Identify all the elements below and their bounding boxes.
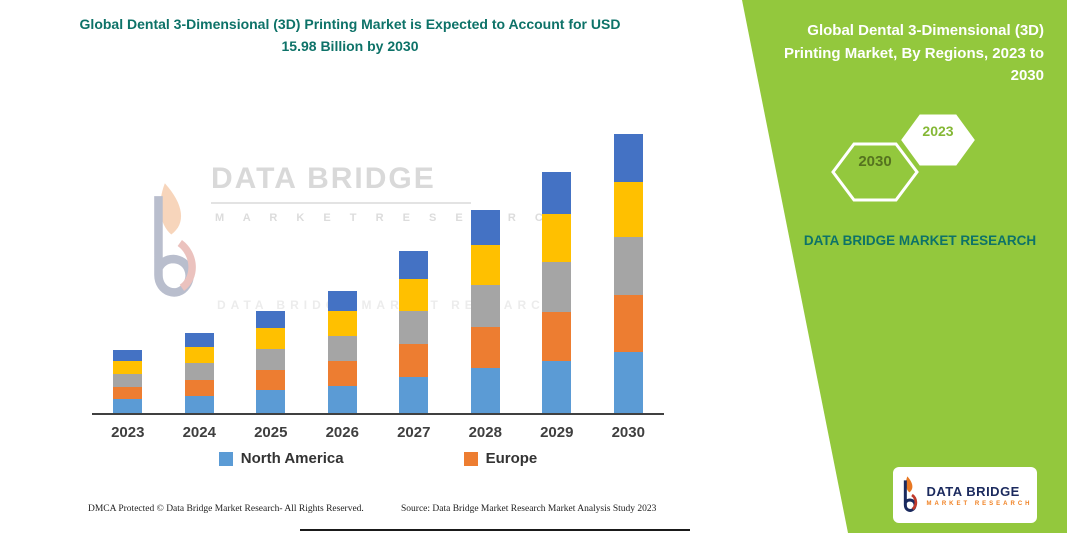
databridge-logo-icon <box>904 476 918 512</box>
hexagon-2030-shape <box>831 142 919 202</box>
watermark-text-faint: DATA BRIDGE MARKET RESEARCH <box>217 298 559 312</box>
hexagon-year-2030: 2030 <box>858 153 892 170</box>
legend-item-Europe: Europe <box>463 450 538 467</box>
bar-segment-North America <box>542 360 572 413</box>
bar-2030 <box>613 133 643 413</box>
bar-2026 <box>327 290 357 413</box>
x-label-2029: 2029 <box>540 424 574 441</box>
bottom-divider-line <box>300 529 690 531</box>
bar-segment-Europe <box>542 311 572 361</box>
x-label-2024: 2024 <box>182 424 216 441</box>
bar-segment-North America <box>113 399 143 413</box>
bar-segment-Europe <box>256 370 286 391</box>
bar-2024 <box>184 332 214 413</box>
bar-segment-Europe <box>327 361 357 386</box>
bar-segment-North America <box>470 368 500 413</box>
footer-source-text: Source: Data Bridge Market Research Mark… <box>401 504 657 514</box>
bar-segment-unlabeled-yellow <box>113 360 143 374</box>
bar-segment-unlabeled-darkblue <box>470 210 500 246</box>
chart-title: Global Dental 3-Dimensional (3D) Printin… <box>79 16 621 54</box>
hexagon-2023-shape <box>901 114 975 166</box>
x-label-2023: 2023 <box>111 424 145 441</box>
x-label-2030: 2030 <box>611 424 645 441</box>
bar-2028 <box>470 210 500 413</box>
year-hexagons-graphic <box>831 114 975 202</box>
bar-segment-North America <box>184 395 214 413</box>
bar-segment-unlabeled-gray <box>542 261 572 312</box>
bar-segment-unlabeled-gray <box>399 310 429 344</box>
bar-segment-unlabeled-yellow <box>256 328 286 350</box>
bar-2023 <box>113 350 143 413</box>
chart-legend: North America Europe <box>92 450 664 467</box>
bar-segment-North America <box>613 351 643 413</box>
bar-2027 <box>399 250 429 413</box>
bar-segment-North America <box>399 377 429 413</box>
bar-segment-unlabeled-gray <box>113 373 143 387</box>
bar-segment-Europe <box>113 386 143 400</box>
bar-segment-Europe <box>470 327 500 369</box>
x-label-2027: 2027 <box>397 424 431 441</box>
legend-swatch-North America <box>218 451 233 466</box>
brand-text-green-panel: DATA BRIDGE MARKET RESEARCH <box>803 233 1037 248</box>
bar-segment-North America <box>327 385 357 413</box>
bar-2029 <box>542 171 572 413</box>
bar-segment-unlabeled-darkblue <box>613 133 643 182</box>
databridge-logo-textblock: DATA BRIDGE MARKET RESEARCH <box>926 484 1032 507</box>
bar-segment-unlabeled-yellow <box>327 310 357 337</box>
legend-swatch-Europe <box>463 451 478 466</box>
bar-segment-unlabeled-yellow <box>399 278 429 311</box>
bar-segment-unlabeled-darkblue <box>184 332 214 347</box>
bar-2025 <box>256 310 286 413</box>
watermark-logo-icon <box>154 183 196 297</box>
bar-chart <box>92 118 664 415</box>
x-label-2028: 2028 <box>468 424 502 441</box>
legend-label-Europe: Europe <box>485 450 538 467</box>
bar-segment-Europe <box>613 295 643 352</box>
logo-name: DATA BRIDGE <box>926 483 1020 499</box>
bar-segment-unlabeled-darkblue <box>327 290 357 311</box>
bar-segment-unlabeled-gray <box>327 336 357 362</box>
watermark-text-databridge: DATA BRIDGE <box>211 162 471 204</box>
bar-segment-unlabeled-yellow <box>542 213 572 262</box>
footer-dmca-text: DMCA Protected © Data Bridge Market Rese… <box>88 504 364 514</box>
x-label-2025: 2025 <box>254 424 288 441</box>
bar-segment-unlabeled-darkblue <box>256 310 286 329</box>
x-axis-labels: 2023 2024 2025 2026 2027 2028 2029 2030 <box>92 424 664 441</box>
databridge-logo-card: DATA BRIDGE MARKET RESEARCH <box>893 467 1037 523</box>
bar-segment-Europe <box>399 344 429 378</box>
bar-segment-unlabeled-darkblue <box>399 250 429 279</box>
x-label-2026: 2026 <box>325 424 359 441</box>
bar-segment-unlabeled-gray <box>613 237 643 296</box>
bar-segment-unlabeled-gray <box>184 363 214 380</box>
hexagon-year-2023: 2023 <box>922 123 954 139</box>
legend-item-North America: North America <box>218 450 344 467</box>
bar-segment-unlabeled-gray <box>470 285 500 328</box>
logo-subtitle: MARKET RESEARCH <box>926 500 1033 507</box>
bar-segment-North America <box>256 390 286 413</box>
bar-segment-Europe <box>184 379 214 396</box>
legend-label-North America: North America <box>240 450 344 467</box>
right-panel-title: Global Dental 3-Dimensional (3D) Printin… <box>783 22 1044 84</box>
bar-segment-unlabeled-yellow <box>470 245 500 286</box>
bar-segment-unlabeled-darkblue <box>113 350 143 361</box>
bar-segment-unlabeled-gray <box>256 349 286 371</box>
bar-segment-unlabeled-yellow <box>184 346 214 364</box>
bar-segment-unlabeled-darkblue <box>542 171 572 214</box>
bar-segment-unlabeled-yellow <box>613 181 643 238</box>
